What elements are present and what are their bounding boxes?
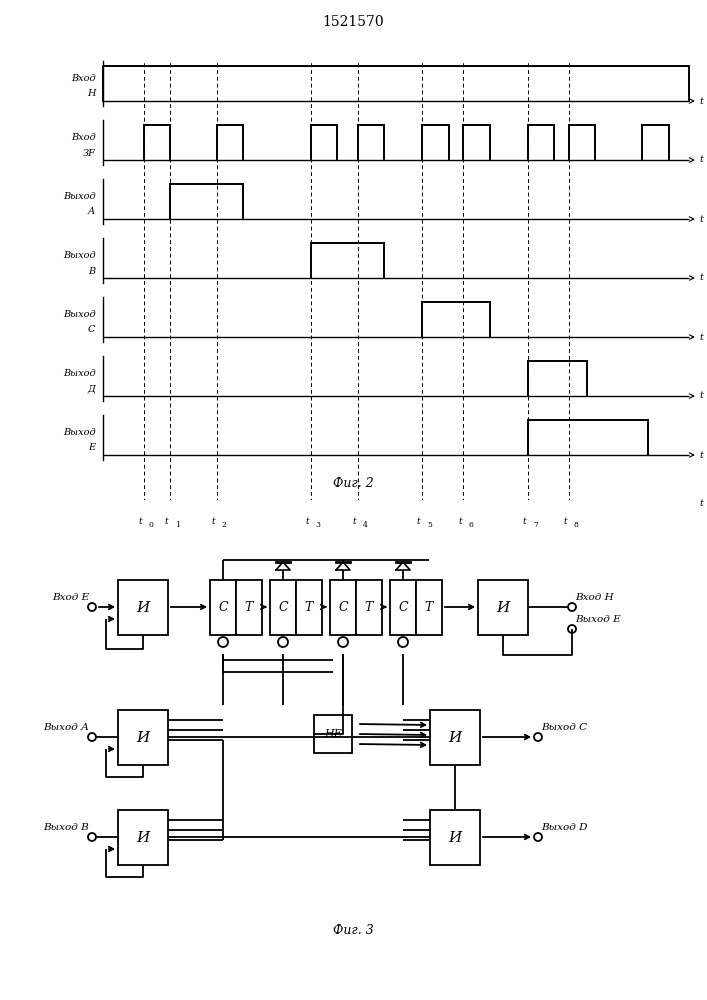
Text: Вход Н: Вход Н (575, 592, 614, 601)
Text: 7: 7 (533, 521, 538, 529)
Text: Выход С: Выход С (541, 722, 587, 732)
Text: 0: 0 (148, 521, 153, 529)
Text: t: t (700, 273, 703, 282)
Text: НЕ: НЕ (324, 729, 342, 739)
Text: Н: Н (87, 90, 95, 99)
Bar (390, 580, 416, 635)
Text: Вход: Вход (71, 133, 95, 142)
Text: С: С (218, 601, 228, 614)
Text: 1521570: 1521570 (322, 15, 385, 29)
Bar (314, 715, 352, 753)
Bar (118, 810, 168, 865)
Text: А: А (88, 208, 95, 217)
Text: t: t (700, 215, 703, 224)
Text: 2: 2 (222, 521, 227, 529)
Text: t: t (700, 155, 703, 164)
Text: 5: 5 (427, 521, 432, 529)
Text: 3: 3 (316, 521, 321, 529)
Bar (270, 580, 296, 635)
Text: 4: 4 (363, 521, 368, 529)
Bar (430, 710, 480, 765)
Text: И: И (496, 600, 510, 614)
Text: t: t (700, 450, 703, 460)
Text: И: И (136, 830, 150, 844)
Text: t: t (700, 391, 703, 400)
Text: Фиг. 3: Фиг. 3 (332, 924, 373, 936)
Text: С: С (338, 601, 348, 614)
Text: t: t (700, 97, 703, 105)
Text: И: И (448, 830, 462, 844)
Text: t: t (417, 516, 421, 526)
Bar (118, 580, 168, 635)
Text: Т: Т (425, 601, 433, 614)
Text: t: t (522, 516, 526, 526)
Text: Выход D: Выход D (541, 822, 588, 832)
Text: t: t (352, 516, 356, 526)
Text: t: t (563, 516, 567, 526)
Bar (118, 710, 168, 765)
Text: Выход В: Выход В (43, 822, 89, 832)
Text: С: С (278, 601, 288, 614)
Text: В: В (88, 266, 95, 275)
Text: С: С (398, 601, 408, 614)
Text: 1: 1 (175, 521, 180, 529)
Text: Т: Т (305, 601, 313, 614)
Bar (236, 580, 262, 635)
Text: t: t (211, 516, 215, 526)
Text: Е: Е (88, 444, 95, 452)
Text: Выход: Выход (63, 251, 95, 260)
Text: Выход Е: Выход Е (575, 614, 621, 624)
Text: Д: Д (88, 384, 95, 393)
Text: Вход Е: Вход Е (52, 592, 89, 601)
Text: Выход: Выход (63, 310, 95, 319)
Text: t: t (700, 499, 703, 508)
Bar (296, 580, 322, 635)
Text: t: t (458, 516, 462, 526)
Text: Выход: Выход (63, 369, 95, 378)
Text: И: И (136, 600, 150, 614)
Text: 8: 8 (574, 521, 579, 529)
Text: ЗF: ЗF (83, 148, 95, 157)
Text: Т: Т (365, 601, 373, 614)
Text: Выход А: Выход А (43, 722, 89, 732)
Text: Фиг. 2: Фиг. 2 (333, 477, 374, 490)
Text: t: t (139, 516, 142, 526)
Text: t: t (305, 516, 309, 526)
Bar (416, 580, 442, 635)
Text: t: t (165, 516, 168, 526)
Bar (430, 810, 480, 865)
Text: 6: 6 (468, 521, 473, 529)
Bar (330, 580, 356, 635)
Text: Выход: Выход (63, 428, 95, 437)
Text: С: С (88, 326, 95, 334)
Text: И: И (448, 730, 462, 744)
Text: Вход: Вход (71, 74, 95, 83)
Text: Т: Т (245, 601, 253, 614)
Text: Выход: Выход (63, 192, 95, 201)
Text: t: t (700, 332, 703, 342)
Bar (478, 580, 528, 635)
Bar (356, 580, 382, 635)
Text: И: И (136, 730, 150, 744)
Bar (210, 580, 236, 635)
